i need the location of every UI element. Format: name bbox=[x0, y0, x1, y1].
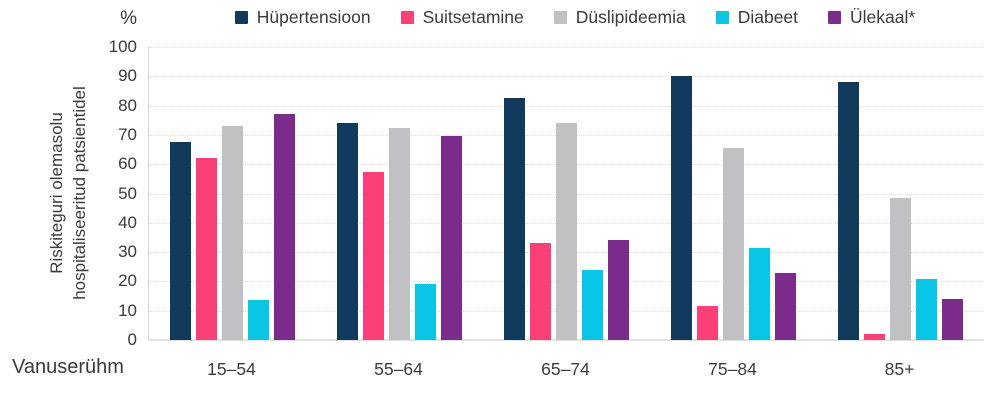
bar-Diabeet-65–74 bbox=[582, 269, 603, 340]
x-axis-tick-labels: 15–54 55–64 65–74 75–84 85+ bbox=[148, 359, 983, 380]
y-tick-0: 0 bbox=[127, 330, 137, 349]
gridline-100 bbox=[149, 47, 984, 48]
bar-groups bbox=[149, 47, 984, 340]
bar-Diabeet-85+ bbox=[916, 278, 937, 340]
y-axis-tick-labels: 0 10 20 30 40 50 60 70 80 90 100 bbox=[95, 0, 137, 400]
y-axis-title-line2: hospitaliseeritud patsientidel bbox=[70, 86, 89, 300]
bar-Suitsetamine-65–74 bbox=[530, 243, 551, 340]
x-axis-line bbox=[149, 339, 984, 341]
x-tick-75–84: 75–84 bbox=[708, 359, 757, 379]
x-tick-65–74: 65–74 bbox=[541, 359, 590, 379]
y-axis-title-line1: Riskiteguri olemasolu bbox=[47, 112, 66, 274]
legend-label: Düslipideemia bbox=[575, 7, 686, 27]
bar-Diabeet-55–64 bbox=[415, 284, 436, 340]
bar-Diabeet-75–84 bbox=[749, 247, 770, 340]
y-tick-40: 40 bbox=[118, 212, 137, 232]
bar-Hüpertensioon-55–64 bbox=[337, 123, 358, 340]
bar-Suitsetamine-55–64 bbox=[363, 171, 384, 340]
x-axis-title: Vanuserühm bbox=[12, 356, 124, 378]
bar-Düslipideemia-85+ bbox=[890, 197, 911, 340]
bar-group-85+ bbox=[838, 47, 963, 340]
y-tick-50: 50 bbox=[118, 183, 137, 203]
legend-label: Ülekaal* bbox=[850, 7, 916, 27]
plot-area bbox=[148, 47, 984, 341]
bar-Suitsetamine-75–84 bbox=[697, 306, 718, 340]
legend-label: Hüpertensioon bbox=[256, 7, 371, 27]
bar-Ülekaal*-15–54 bbox=[274, 114, 295, 340]
bar-Düslipideemia-55–64 bbox=[389, 127, 410, 340]
bar-Düslipideemia-75–84 bbox=[723, 148, 744, 340]
bar-Hüpertensioon-65–74 bbox=[504, 98, 525, 340]
legend-item-4: Diabeet bbox=[715, 7, 799, 28]
bar-group-65–74 bbox=[504, 47, 629, 340]
bar-Suitsetamine-85+ bbox=[864, 334, 885, 340]
legend-item-3: Düslipideemia bbox=[553, 7, 686, 28]
y-tick-10: 10 bbox=[118, 300, 137, 320]
legend-swatch-cyan-icon bbox=[715, 11, 729, 24]
y-tick-100: 100 bbox=[108, 37, 137, 56]
bar-Ülekaal*-55–64 bbox=[441, 136, 462, 340]
legend-swatch-gray-icon bbox=[553, 11, 567, 24]
bar-Hüpertensioon-15–54 bbox=[170, 142, 191, 340]
bar-Ülekaal*-75–84 bbox=[775, 272, 796, 340]
legend-swatch-navy-icon bbox=[234, 11, 248, 24]
bar-group-15–54 bbox=[170, 47, 295, 340]
legend-item-2: Suitsetamine bbox=[400, 7, 524, 28]
legend-label: Diabeet bbox=[737, 7, 799, 27]
legend: Hüpertensioon Suitsetamine Düslipideemia Di… bbox=[170, 7, 980, 28]
legend-swatch-purple-icon bbox=[828, 11, 842, 24]
y-tick-80: 80 bbox=[118, 95, 137, 115]
bar-Hüpertensioon-75–84 bbox=[671, 76, 692, 340]
y-tick-30: 30 bbox=[118, 242, 137, 262]
x-tick-55–64: 55–64 bbox=[374, 359, 423, 379]
bar-Diabeet-15–54 bbox=[248, 300, 269, 340]
bar-Ülekaal*-85+ bbox=[942, 299, 963, 340]
bar-Hüpertensioon-85+ bbox=[838, 82, 859, 340]
legend-item-5: Ülekaal* bbox=[828, 7, 915, 28]
x-tick-85+: 85+ bbox=[884, 359, 915, 379]
gridline-80 bbox=[149, 105, 984, 107]
bar-Ülekaal*-65–74 bbox=[608, 240, 629, 340]
gridline-90 bbox=[149, 76, 984, 78]
bar-group-75–84 bbox=[671, 47, 796, 340]
bar-Düslipideemia-65–74 bbox=[556, 123, 577, 340]
bar-Düslipideemia-15–54 bbox=[222, 126, 243, 340]
legend-item-1: Hüpertensioon bbox=[234, 7, 371, 28]
y-tick-90: 90 bbox=[118, 66, 137, 86]
legend-label: Suitsetamine bbox=[422, 7, 524, 27]
y-axis-title: Riskiteguri olemasolu hospitaliseeritud … bbox=[45, 86, 91, 300]
y-tick-60: 60 bbox=[118, 154, 137, 174]
y-axis-unit-label: % bbox=[120, 8, 137, 29]
y-tick-70: 70 bbox=[118, 124, 137, 144]
y-tick-20: 20 bbox=[118, 271, 137, 291]
bar-group-55–64 bbox=[337, 47, 462, 340]
x-tick-15–54: 15–54 bbox=[207, 359, 256, 379]
legend-swatch-pink-icon bbox=[400, 11, 414, 24]
bar-Suitsetamine-15–54 bbox=[196, 158, 217, 340]
